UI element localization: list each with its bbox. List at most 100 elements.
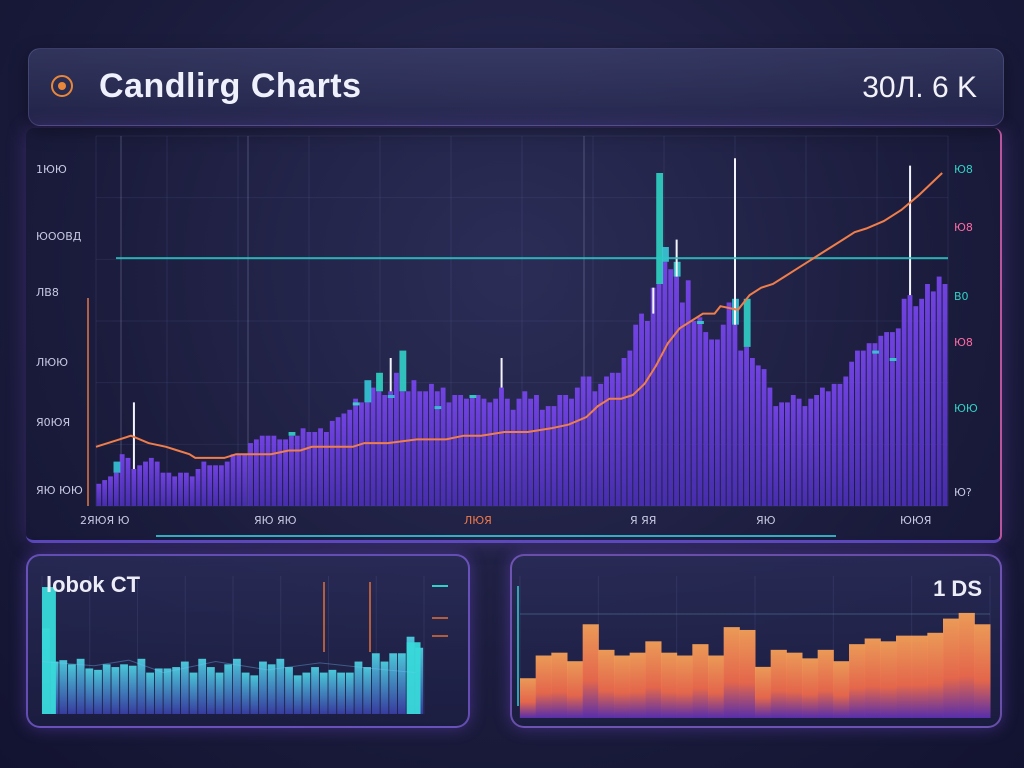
main-chart: 1ЮЮ ЮООВД ЛВ8 ЛЮЮ Я0ЮЯ ЯЮ ЮЮ Ю8 Ю8 В0 Ю8 ЮЮ Ю? 2ЯЮЯ … xyxy=(36,135,978,537)
bar xyxy=(394,372,399,506)
bar xyxy=(125,457,131,506)
bar xyxy=(271,435,277,506)
header-bar: Candlirg Charts 30Л. 6 K xyxy=(28,48,1004,126)
bar xyxy=(633,324,639,506)
bar xyxy=(849,644,866,718)
bar xyxy=(363,667,372,714)
y-tick-label-right: ЮЮ xyxy=(954,402,978,415)
bar xyxy=(884,332,890,506)
bar xyxy=(163,668,172,714)
bar xyxy=(293,675,302,714)
bar xyxy=(773,406,779,506)
bar xyxy=(580,376,586,506)
bar xyxy=(958,612,975,718)
candle-bar xyxy=(872,350,879,354)
bar xyxy=(154,668,163,714)
bar xyxy=(942,284,948,506)
bar xyxy=(685,280,691,506)
record-icon[interactable] xyxy=(51,75,73,97)
bar xyxy=(528,398,534,506)
bar xyxy=(481,398,487,506)
bar xyxy=(131,469,137,506)
bar xyxy=(516,398,522,506)
bar xyxy=(943,618,960,718)
bar xyxy=(645,641,662,718)
bar xyxy=(520,678,537,718)
y-tick-label-right: В0 xyxy=(954,290,969,303)
bar xyxy=(709,339,714,506)
bar xyxy=(833,661,850,718)
bar xyxy=(615,372,621,506)
bar xyxy=(621,358,627,506)
bar xyxy=(586,376,592,506)
bar xyxy=(265,435,271,506)
bar xyxy=(423,391,429,506)
bar xyxy=(726,302,732,506)
x-tick-label: 2ЯЮЯ Ю xyxy=(80,514,130,527)
bar xyxy=(143,461,148,506)
candle-bar xyxy=(656,173,664,284)
bar xyxy=(382,395,388,506)
bar xyxy=(919,298,925,506)
bar xyxy=(224,664,233,714)
bar xyxy=(974,624,991,718)
candle-bar xyxy=(387,395,395,398)
bar xyxy=(452,395,458,506)
bar xyxy=(880,641,897,718)
bar xyxy=(347,409,353,506)
bar xyxy=(94,669,102,714)
bar xyxy=(288,435,294,506)
bar xyxy=(504,398,510,506)
bar xyxy=(146,672,154,714)
bar xyxy=(283,439,288,506)
bar xyxy=(68,664,76,714)
bar xyxy=(399,391,405,506)
bar xyxy=(691,321,697,506)
bar xyxy=(128,665,137,714)
bar xyxy=(166,472,172,506)
candle-bar xyxy=(434,406,442,410)
bar xyxy=(786,652,803,718)
bar xyxy=(198,658,207,714)
bar xyxy=(306,432,312,506)
candle-bar xyxy=(662,247,669,262)
bar xyxy=(650,287,656,506)
bar xyxy=(896,635,913,718)
bar xyxy=(341,413,347,506)
bar xyxy=(510,409,516,506)
bar xyxy=(901,298,907,506)
bar xyxy=(183,472,189,506)
bar xyxy=(96,483,102,506)
bar xyxy=(860,350,866,506)
candle-bar xyxy=(743,298,751,347)
bar xyxy=(119,454,125,506)
bar xyxy=(206,667,215,714)
bar xyxy=(930,291,936,506)
bar xyxy=(345,672,354,714)
bar xyxy=(85,668,94,714)
bar xyxy=(178,472,183,506)
bar xyxy=(236,454,242,506)
bar xyxy=(359,402,364,506)
bar xyxy=(318,428,323,506)
candle-bar xyxy=(113,461,121,473)
bar xyxy=(405,391,411,506)
bar xyxy=(551,652,568,718)
bar xyxy=(744,346,749,506)
bar xyxy=(389,653,398,714)
candle-bar xyxy=(364,380,372,403)
bar xyxy=(160,472,166,506)
bar xyxy=(755,666,772,718)
bar xyxy=(770,649,787,718)
bar xyxy=(825,391,831,506)
bar xyxy=(864,638,881,718)
bar xyxy=(692,644,709,718)
bar xyxy=(604,376,609,506)
bar xyxy=(312,432,318,506)
bar xyxy=(866,343,872,506)
y-tick-label-left: ЯЮ ЮЮ xyxy=(36,484,83,497)
bar xyxy=(137,465,143,506)
bar xyxy=(154,461,160,506)
bar xyxy=(534,395,539,506)
bar xyxy=(545,406,551,506)
